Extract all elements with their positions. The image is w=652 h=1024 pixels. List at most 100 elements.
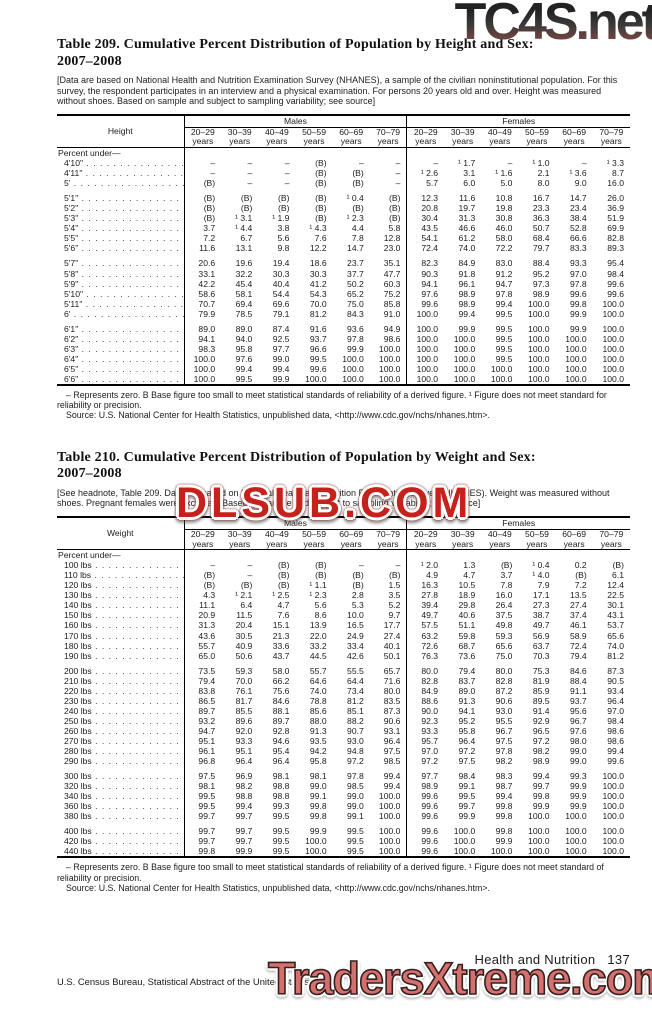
- value-cell: ¹ 0.4: [346, 193, 364, 204]
- value-cell: 39.4: [406, 600, 445, 611]
- value-cell: 100.0: [565, 343, 587, 354]
- value-cell: 97.8: [569, 278, 587, 289]
- value-cell: 95.2: [532, 268, 550, 279]
- dot-leader: . . . . . . . . . . . . . . . . . . . . …: [73, 178, 184, 189]
- value-cell: 97.2: [532, 735, 550, 746]
- value-cell: (B): [183, 570, 222, 581]
- table-row: 5'1" . . . . . . . . . . . . . . . . . .…: [57, 188, 630, 204]
- value-cell: 100.0: [602, 811, 624, 822]
- females-group-header: Females: [406, 114, 630, 128]
- value-cell: 81.9: [532, 675, 550, 686]
- value-cell: 100.0: [378, 373, 401, 384]
- value-cell: 97.8: [347, 771, 364, 782]
- row-label: 130 lbs: [64, 590, 92, 601]
- value-cell: 69.6: [272, 298, 290, 309]
- value-cell: 91.4: [532, 705, 550, 716]
- value-cell: 24.9: [347, 630, 364, 641]
- value-cell: 23.4: [569, 203, 587, 214]
- value-cell: 58.6: [183, 288, 222, 299]
- value-cell: 89.0: [235, 323, 253, 334]
- value-cell: 99.0: [347, 791, 364, 802]
- value-cell: 100.0: [528, 353, 550, 364]
- value-cell: 99.7: [183, 836, 222, 847]
- value-cell: 31.3: [183, 620, 222, 631]
- value-cell: 100.0: [305, 373, 327, 384]
- value-cell: 99.7: [235, 826, 253, 837]
- stub-header: Height: [57, 114, 184, 148]
- value-cell: 100.0: [490, 846, 513, 857]
- value-cell: 78.8: [309, 695, 327, 706]
- value-cell: 89.6: [235, 715, 253, 726]
- value-cell: 99.7: [183, 821, 222, 837]
- value-cell: 95.4: [607, 258, 624, 269]
- value-cell: 96.9: [235, 771, 253, 782]
- value-cell: 99.8: [309, 801, 327, 812]
- value-cell: 88.2: [347, 715, 364, 726]
- value-cell: 99.0: [569, 746, 587, 757]
- empty-cell: [593, 550, 630, 561]
- value-cell: 91.2: [495, 268, 513, 279]
- value-cell: ¹ 0.4: [532, 560, 550, 571]
- value-cell: (B): [352, 178, 364, 189]
- value-cell: 99.5: [309, 353, 327, 364]
- table-row: 4'11" . . . . . . . . . . . . . . . . . …: [57, 168, 630, 179]
- value-cell: 16.3: [406, 580, 445, 591]
- row-label: 6': [64, 308, 71, 319]
- value-cell: 84.6: [272, 695, 290, 706]
- value-cell: –: [284, 178, 290, 189]
- value-cell: 99.5: [347, 836, 364, 847]
- value-cell: 100.0: [528, 373, 550, 384]
- value-cell: 11.6: [183, 243, 222, 254]
- empty-cell: [183, 147, 222, 159]
- table-row: 5'11" . . . . . . . . . . . . . . . . . …: [57, 298, 630, 309]
- value-cell: 79.4: [458, 665, 476, 676]
- dot-leader: . . . . . . . . . . . . . . . . . . . . …: [95, 675, 184, 686]
- table-row: 100 lbs . . . . . . . . . . . . . . . . …: [57, 560, 630, 571]
- dot-leader: . . . . . . . . . . . . . . . . . . . . …: [95, 560, 184, 571]
- value-cell: 100.0: [602, 373, 624, 384]
- value-cell: 51.1: [458, 620, 476, 631]
- value-cell: 99.9: [235, 846, 253, 857]
- value-cell: 99.5: [183, 801, 222, 812]
- dot-leader: . . . . . . . . . . . . . . . . . . . . …: [95, 705, 184, 716]
- dot-leader: . . . . . . . . . . . . . . . . . . . . …: [95, 725, 184, 736]
- dot-leader: . . . . . . . . . . . . . . . . . . . . …: [81, 353, 184, 364]
- value-cell: 100.0: [453, 373, 476, 384]
- row-label: 170 lbs: [64, 630, 92, 641]
- empty-cell: [333, 550, 370, 561]
- empty-cell: [593, 148, 630, 159]
- empty-cell: [258, 148, 295, 159]
- watermark-tc4s: TC4S.net: [455, 0, 652, 52]
- table-row: 5'2" . . . . . . . . . . . . . . . . . .…: [57, 203, 630, 214]
- value-cell: 99.8: [495, 826, 513, 837]
- value-cell: 99.5: [347, 826, 364, 837]
- value-cell: ¹ 1.0: [532, 158, 550, 169]
- value-cell: 93.0: [347, 735, 364, 746]
- value-cell: 99.8: [495, 811, 513, 822]
- value-cell: 99.5: [183, 791, 222, 802]
- value-cell: 100.0: [378, 801, 401, 812]
- value-cell: ¹ 2.0: [406, 560, 445, 571]
- value-cell: 80.0: [495, 665, 513, 676]
- value-cell: 100.0: [378, 836, 401, 847]
- row-label: 260 lbs: [64, 725, 92, 736]
- age-column-header: 30–39 years: [221, 127, 259, 149]
- age-column-header: 50–59 years: [518, 127, 556, 149]
- value-cell: 96.7: [495, 725, 513, 736]
- value-cell: 80.0: [406, 660, 445, 676]
- value-cell: 93.2: [183, 715, 222, 726]
- value-cell: 97.2: [406, 756, 445, 767]
- value-cell: 98.1: [183, 781, 222, 792]
- table-row: 280 lbs . . . . . . . . . . . . . . . . …: [57, 746, 630, 757]
- value-cell: 99.7: [532, 781, 550, 792]
- dot-leader: . . . . . . . . . . . . . . . . . . . . …: [81, 323, 184, 334]
- value-cell: 98.2: [235, 781, 253, 792]
- value-cell: 98.4: [458, 771, 476, 782]
- table210-title-line1: Table 210. Cumulative Percent Distributi…: [57, 449, 536, 465]
- value-cell: 6.0: [463, 178, 476, 189]
- value-cell: 83.0: [495, 258, 513, 269]
- value-cell: 21.3: [272, 630, 290, 641]
- value-cell: –: [284, 168, 290, 179]
- value-cell: 100.0: [453, 353, 476, 364]
- value-cell: 90.6: [495, 695, 513, 706]
